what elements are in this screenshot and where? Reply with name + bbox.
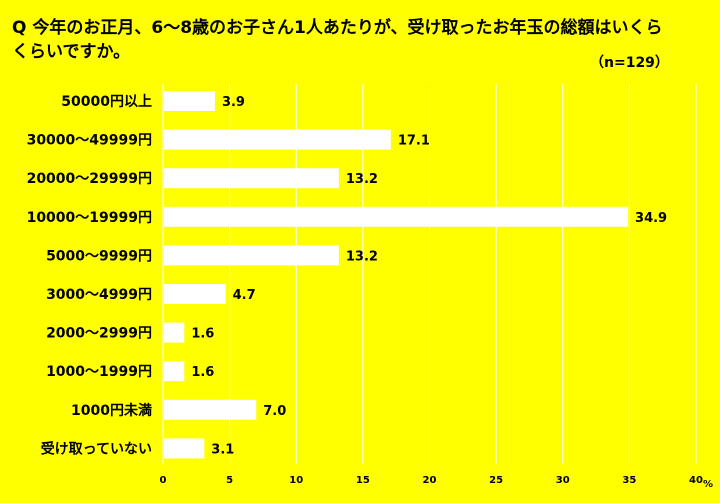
x-tick-label-3: 15 xyxy=(356,475,370,486)
bar-5 xyxy=(164,284,226,304)
value-label-5: 4.7 xyxy=(233,288,256,303)
category-label-1: 30000〜49999円 xyxy=(27,133,152,149)
value-label-6: 1.6 xyxy=(191,327,214,342)
x-tick-label-5: 25 xyxy=(489,475,503,486)
bar-1 xyxy=(164,129,391,150)
bar-6 xyxy=(164,322,185,343)
category-label-6: 2000〜2999円 xyxy=(46,326,152,342)
x-unit-label: % xyxy=(703,479,713,490)
x-tick-label-7: 35 xyxy=(622,475,636,486)
value-label-7: 1.6 xyxy=(191,365,214,380)
value-label-1: 17.1 xyxy=(398,134,430,149)
category-label-5: 3000〜4999円 xyxy=(46,287,152,303)
bar-2 xyxy=(164,168,339,189)
bar-3 xyxy=(164,206,629,227)
category-label-4: 5000〜9999円 xyxy=(46,248,152,264)
x-tick-label-2: 10 xyxy=(289,475,303,486)
value-label-4: 13.2 xyxy=(346,249,378,264)
category-label-2: 20000〜29999円 xyxy=(27,171,152,187)
category-label-8: 1000円未満 xyxy=(71,402,152,419)
x-tick-label-6: 30 xyxy=(556,475,570,486)
value-label-0: 3.9 xyxy=(222,95,245,110)
x-tick-label-4: 20 xyxy=(423,475,437,486)
x-tick-label-1: 5 xyxy=(226,475,233,486)
bar-9 xyxy=(164,438,205,459)
sample-size-label: （n=129） xyxy=(590,55,669,71)
x-tick-label-0: 0 xyxy=(160,475,167,486)
bar-4 xyxy=(164,245,339,266)
value-label-8: 7.0 xyxy=(263,404,286,419)
x-tick-label-8: 40 xyxy=(689,475,703,486)
value-label-9: 3.1 xyxy=(211,442,234,457)
bar-0 xyxy=(164,91,215,111)
chart-title: Q 今年のお正月、6〜8歳のお子さん1人あたりが、受け取ったお年玉の総額はいくら… xyxy=(12,18,663,62)
value-label-2: 13.2 xyxy=(346,172,378,187)
category-label-9: 受け取っていない xyxy=(41,440,152,457)
category-label-0: 50000円以上 xyxy=(61,94,152,110)
bar-7 xyxy=(164,361,185,382)
value-label-3: 34.9 xyxy=(635,211,667,226)
category-label-3: 10000〜19999円 xyxy=(27,210,152,226)
bar-8 xyxy=(164,399,257,420)
category-label-7: 1000〜1999円 xyxy=(46,364,152,380)
